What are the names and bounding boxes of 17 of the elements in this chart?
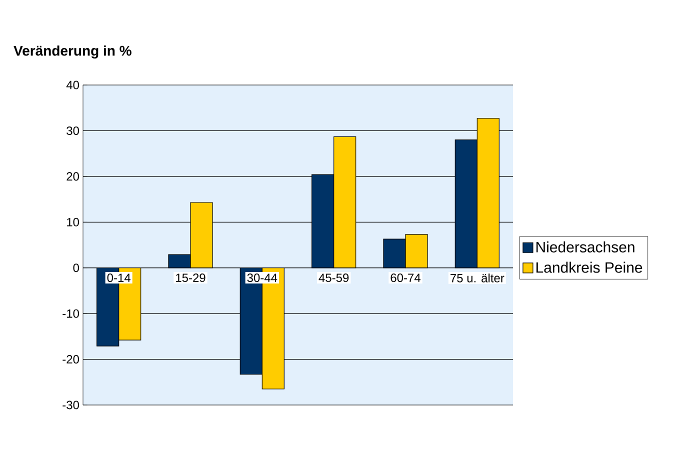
y-axis-title: Veränderung in % <box>14 45 132 59</box>
y-tick-label: 10 <box>67 218 80 226</box>
x-tick-label: 75 u. älter <box>450 274 504 282</box>
x-tick-label: 0-14 <box>107 274 130 282</box>
y-tick-label: 30 <box>66 126 80 135</box>
y-tick-label: 0 <box>73 264 80 272</box>
x-tick-label: 30-44 <box>247 274 278 282</box>
y-tick-label: -10 <box>62 309 80 318</box>
y-tick-label: 20 <box>66 172 80 181</box>
legend-label: Landkreis Peine <box>536 262 642 273</box>
x-tick-label: 60-74 <box>390 274 420 282</box>
y-tick-label: -20 <box>62 355 80 364</box>
x-tick-label: 15-29 <box>176 274 206 282</box>
y-tick-label: 40 <box>66 80 80 90</box>
legend-label: Niedersachsen <box>536 241 634 252</box>
x-tick-label: 45-59 <box>318 274 349 282</box>
y-tick-label: -30 <box>62 400 80 410</box>
